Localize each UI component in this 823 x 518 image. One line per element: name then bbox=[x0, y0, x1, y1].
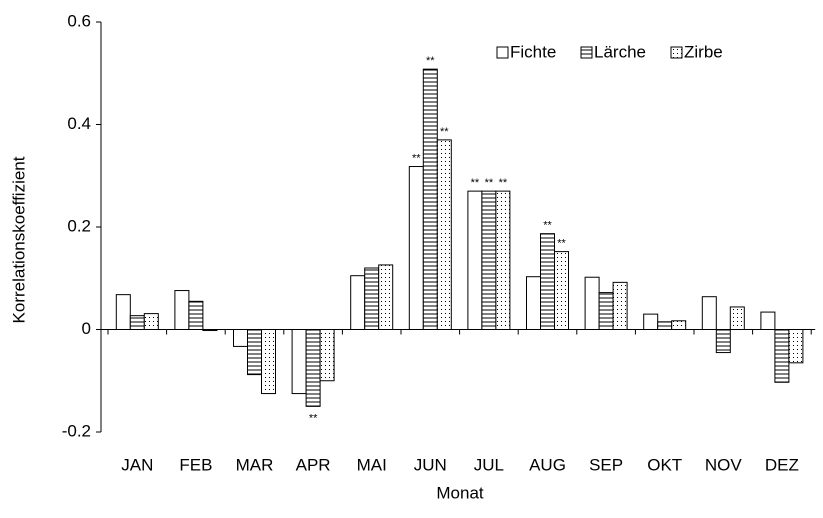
bar bbox=[760, 311, 776, 331]
significance-label: ** bbox=[309, 412, 318, 424]
bar bbox=[305, 329, 321, 407]
significance-label: ** bbox=[426, 55, 435, 67]
bar bbox=[129, 315, 145, 331]
x-tick-label: FEB bbox=[179, 455, 212, 474]
bar bbox=[350, 275, 366, 330]
significance-label: ** bbox=[499, 177, 508, 189]
x-tick-label: MAR bbox=[236, 455, 274, 474]
bar bbox=[364, 267, 380, 330]
significance-label: ** bbox=[471, 177, 480, 189]
significance-label: ** bbox=[485, 177, 494, 189]
bar bbox=[291, 329, 307, 395]
bar bbox=[436, 139, 452, 330]
y-tick-label: 0.2 bbox=[67, 216, 91, 235]
bar bbox=[598, 292, 614, 331]
bar bbox=[174, 290, 190, 330]
y-tick-label: -0.2 bbox=[62, 421, 91, 440]
significance-label: ** bbox=[557, 238, 566, 250]
x-axis-label: Monat bbox=[436, 483, 484, 502]
x-tick-label: DEZ bbox=[765, 455, 799, 474]
y-tick-label: 0.4 bbox=[67, 114, 91, 133]
bar bbox=[729, 306, 745, 331]
bar bbox=[481, 190, 497, 330]
significance-label: ** bbox=[412, 152, 421, 164]
bar bbox=[467, 190, 483, 330]
x-tick-label: JUL bbox=[474, 455, 504, 474]
legend-swatch bbox=[670, 46, 683, 59]
y-tick-label: 0.6 bbox=[67, 11, 91, 30]
y-axis-label: Korrelationskoeffizient bbox=[9, 156, 28, 323]
x-tick-label: JUN bbox=[414, 455, 447, 474]
bar bbox=[554, 251, 569, 331]
bar bbox=[202, 329, 218, 332]
bar bbox=[422, 68, 438, 331]
bar bbox=[612, 281, 628, 331]
x-tick-label: MAI bbox=[357, 455, 387, 474]
bar bbox=[115, 294, 131, 330]
legend-swatch bbox=[496, 46, 509, 59]
bar bbox=[261, 329, 276, 395]
bar bbox=[715, 329, 731, 354]
significance-label: ** bbox=[543, 220, 552, 232]
bar bbox=[671, 320, 687, 331]
legend-label: Zirbe bbox=[684, 42, 723, 61]
bar bbox=[788, 329, 804, 364]
bar bbox=[408, 166, 424, 330]
legend-swatch bbox=[580, 46, 593, 59]
x-tick-label: AUG bbox=[529, 455, 566, 474]
bar bbox=[188, 300, 204, 330]
bar bbox=[701, 296, 717, 331]
x-tick-label: JAN bbox=[121, 455, 153, 474]
bar bbox=[378, 264, 394, 330]
bar bbox=[540, 233, 555, 331]
bar bbox=[584, 276, 600, 331]
bar bbox=[143, 313, 159, 330]
x-tick-label: NOV bbox=[705, 455, 743, 474]
x-tick-label: OKT bbox=[647, 455, 682, 474]
bar bbox=[774, 329, 790, 383]
bar bbox=[526, 276, 541, 330]
x-tick-label: SEP bbox=[589, 455, 623, 474]
bar bbox=[247, 329, 262, 376]
legend-label: Lärche bbox=[594, 42, 646, 61]
bar bbox=[495, 190, 511, 330]
bar bbox=[643, 313, 659, 330]
x-tick-label: APR bbox=[296, 455, 331, 474]
significance-label: ** bbox=[440, 126, 449, 138]
bar bbox=[319, 329, 335, 382]
bar bbox=[657, 321, 673, 330]
legend-label: Fichte bbox=[510, 42, 556, 61]
bar bbox=[233, 329, 248, 347]
y-tick-label: 0 bbox=[82, 319, 91, 338]
